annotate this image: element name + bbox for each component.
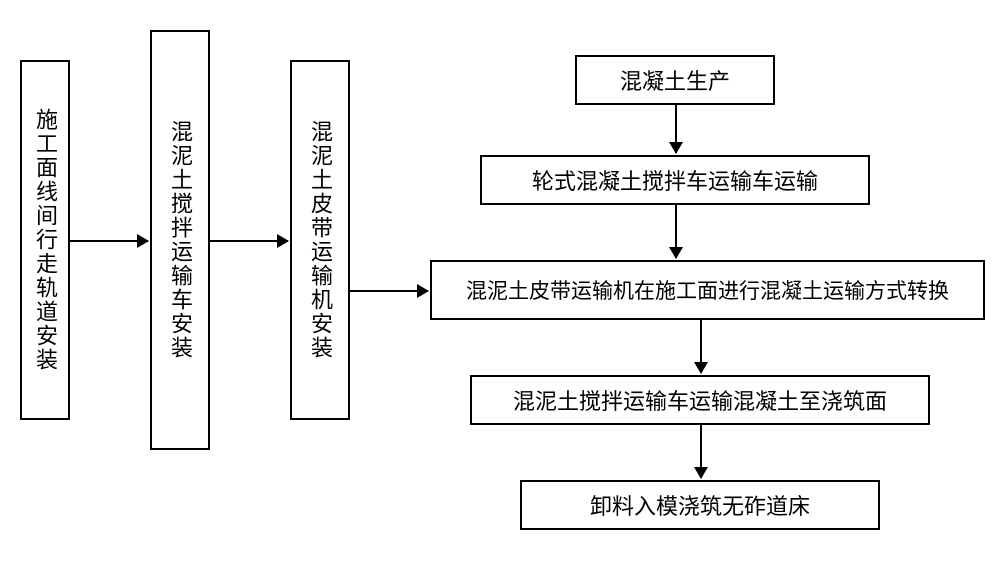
node-v1: 施工面线间行走轨道安装 — [20, 60, 70, 420]
edge-h4-h5 — [700, 425, 702, 478]
node-v2: 混泥土搅拌运输车安装 — [150, 30, 210, 450]
node-v3-label: 混泥土皮带运输机安装 — [304, 120, 336, 360]
node-h5-label: 卸料入模浇筑无砟道床 — [590, 489, 810, 521]
node-h4-label: 混泥土搅拌运输车运输混凝土至浇筑面 — [513, 384, 887, 416]
node-h1-label: 混凝土生产 — [620, 64, 730, 96]
edge-h1-h2 — [675, 105, 677, 153]
node-v2-label: 混泥土搅拌运输车安装 — [164, 120, 196, 360]
node-h1: 混凝土生产 — [575, 55, 775, 105]
node-v3: 混泥土皮带运输机安装 — [290, 60, 350, 420]
node-v1-label: 施工面线间行走轨道安装 — [29, 108, 61, 372]
edge-v3-h3 — [350, 290, 428, 292]
node-h2-label: 轮式混凝土搅拌车运输车运输 — [532, 164, 818, 196]
node-h2: 轮式混凝土搅拌车运输车运输 — [480, 155, 870, 205]
node-h5: 卸料入模浇筑无砟道床 — [520, 480, 880, 530]
edge-h2-h3 — [675, 205, 677, 258]
node-h3: 混泥土皮带运输机在施工面进行混凝土运输方式转换 — [430, 260, 985, 320]
edge-h3-h4 — [700, 320, 702, 373]
node-h3-label: 混泥土皮带运输机在施工面进行混凝土运输方式转换 — [466, 275, 949, 305]
node-h4: 混泥土搅拌运输车运输混凝土至浇筑面 — [470, 375, 930, 425]
edge-v2-v3 — [210, 240, 288, 242]
edge-v1-v2 — [70, 240, 148, 242]
